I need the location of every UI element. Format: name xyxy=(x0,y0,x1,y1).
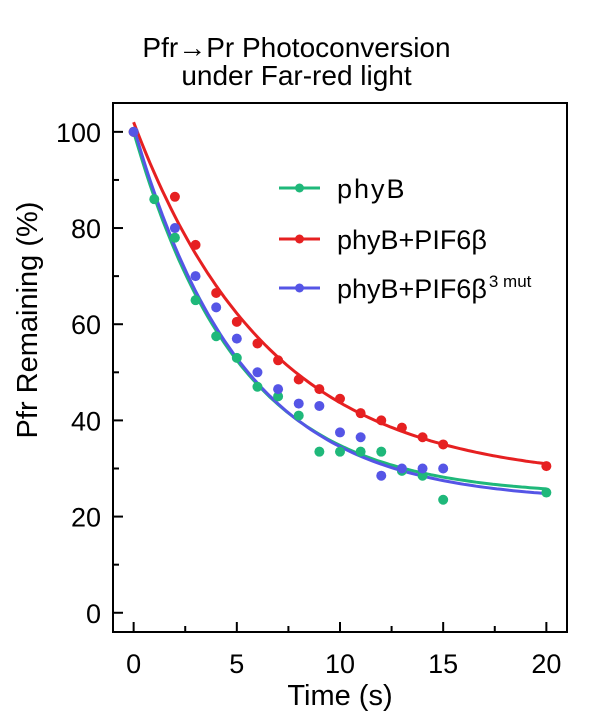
legend-label-series-2: phyB+PIF6β xyxy=(337,225,487,255)
legend-label-series-1: phyB xyxy=(337,174,407,204)
data-point-series-1 xyxy=(417,470,428,481)
data-point-series-3 xyxy=(417,463,428,474)
data-point-series-1 xyxy=(293,410,304,421)
data-point-series-3 xyxy=(252,367,263,378)
data-point-series-3 xyxy=(190,271,201,282)
y-tick-label: 0 xyxy=(86,599,101,629)
x-tick-label: 5 xyxy=(229,649,244,679)
data-point-series-3 xyxy=(211,302,222,313)
data-point-series-3 xyxy=(231,333,242,344)
x-tick-label: 0 xyxy=(126,649,141,679)
data-point-series-3 xyxy=(128,126,139,137)
legend-label-superscript: 3 mut xyxy=(489,272,532,291)
x-tick-label: 15 xyxy=(428,649,458,679)
data-point-series-2 xyxy=(355,408,366,419)
legend-marker-series-2 xyxy=(295,234,304,244)
data-point-series-1 xyxy=(376,446,387,457)
legend-marker-series-3 xyxy=(295,283,304,293)
data-point-series-2 xyxy=(396,422,407,433)
data-point-series-1 xyxy=(211,331,222,342)
data-point-series-1 xyxy=(273,391,284,402)
data-points xyxy=(128,126,552,505)
y-tick-label: 40 xyxy=(71,406,101,436)
data-point-series-2 xyxy=(252,338,263,349)
chart-title-line-2: under Far-red light xyxy=(181,60,412,91)
data-point-series-3 xyxy=(273,384,284,395)
fit-curve-series-3 xyxy=(132,126,547,496)
y-tick-label: 20 xyxy=(71,503,101,533)
data-point-series-2 xyxy=(293,374,304,385)
data-point-series-1 xyxy=(231,352,242,363)
y-tick-label: 60 xyxy=(71,310,101,340)
data-point-series-1 xyxy=(335,446,345,457)
legend: phyB phyB+PIF6β phyB+PIF6β 3 mut xyxy=(279,174,532,304)
data-point-series-3 xyxy=(335,427,345,438)
data-point-series-1 xyxy=(314,446,325,457)
x-axis-label: Time (s) xyxy=(287,680,392,712)
data-point-series-3 xyxy=(169,223,180,234)
chart-title-line-1: Pfr→Pr Photoconversion xyxy=(142,32,451,63)
y-tick-label: 100 xyxy=(56,118,101,148)
data-point-series-2 xyxy=(190,239,201,250)
legend-marker-series-1 xyxy=(295,183,304,193)
data-point-series-2 xyxy=(273,355,284,366)
data-point-series-1 xyxy=(149,194,160,205)
data-point-series-3 xyxy=(396,463,407,474)
data-point-series-2 xyxy=(541,461,552,472)
legend-label-series-3: phyB+PIF6β 3 mut xyxy=(337,272,532,304)
data-point-series-2 xyxy=(438,439,449,450)
data-point-series-3 xyxy=(314,400,325,411)
x-tick-label: 10 xyxy=(325,649,355,679)
data-point-series-3 xyxy=(355,432,366,443)
data-point-series-3 xyxy=(438,463,449,474)
data-point-series-3 xyxy=(293,398,304,409)
data-point-series-2 xyxy=(211,287,222,298)
axis-ticks: 0 5 10 15 20 0 20 40 60 80 100 xyxy=(56,118,561,679)
data-point-series-2 xyxy=(376,415,387,426)
data-point-series-1 xyxy=(169,232,180,243)
data-point-series-2 xyxy=(169,191,180,202)
data-point-series-1 xyxy=(541,487,552,498)
x-tick-label: 20 xyxy=(531,649,561,679)
data-point-series-2 xyxy=(335,393,345,404)
data-point-series-3 xyxy=(376,470,387,481)
y-tick-label: 80 xyxy=(71,214,101,244)
data-point-series-1 xyxy=(355,446,366,457)
data-point-series-2 xyxy=(417,432,428,443)
data-point-series-2 xyxy=(314,384,325,395)
data-point-series-2 xyxy=(231,316,242,327)
data-point-series-1 xyxy=(252,381,263,392)
data-point-series-1 xyxy=(438,494,449,505)
data-point-series-1 xyxy=(190,295,201,306)
y-axis-label: Pfr Remaining (%) xyxy=(12,202,44,439)
